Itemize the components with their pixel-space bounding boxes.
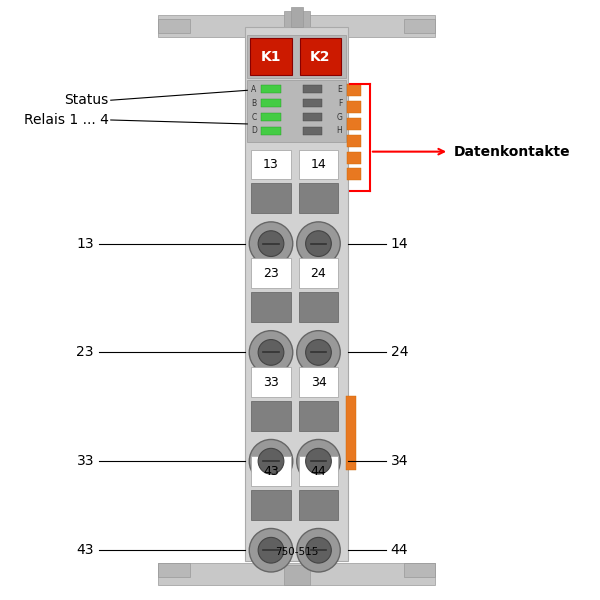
Text: 44: 44 bbox=[311, 464, 326, 478]
Bar bbox=[251, 149, 291, 179]
Bar bbox=[299, 292, 338, 322]
Circle shape bbox=[305, 448, 331, 474]
Circle shape bbox=[305, 340, 331, 365]
Text: C: C bbox=[251, 113, 256, 122]
Bar bbox=[299, 149, 338, 179]
Text: Status: Status bbox=[65, 93, 109, 107]
Bar bbox=[251, 401, 291, 431]
Bar bbox=[158, 19, 190, 33]
Bar bbox=[250, 38, 292, 76]
Bar bbox=[251, 259, 291, 288]
Text: 14: 14 bbox=[391, 236, 409, 251]
Text: 33: 33 bbox=[263, 376, 279, 389]
Bar bbox=[347, 152, 361, 164]
Bar bbox=[158, 563, 435, 585]
Text: Datenkontakte: Datenkontakte bbox=[454, 145, 571, 158]
Bar bbox=[261, 99, 281, 107]
Circle shape bbox=[249, 529, 293, 572]
Circle shape bbox=[297, 331, 340, 374]
Text: 750-515: 750-515 bbox=[275, 547, 319, 557]
Bar bbox=[404, 19, 435, 33]
Bar bbox=[251, 456, 291, 486]
Text: F: F bbox=[338, 98, 342, 107]
Bar bbox=[299, 367, 338, 397]
Bar bbox=[404, 563, 435, 577]
Text: B: B bbox=[251, 98, 256, 107]
Text: D: D bbox=[251, 127, 257, 136]
Bar bbox=[261, 127, 281, 135]
Bar bbox=[284, 565, 310, 585]
Circle shape bbox=[258, 340, 284, 365]
Bar bbox=[302, 85, 322, 93]
Bar bbox=[247, 35, 346, 79]
Bar bbox=[247, 80, 346, 142]
Bar bbox=[299, 456, 338, 486]
Circle shape bbox=[305, 231, 331, 256]
Text: E: E bbox=[337, 85, 342, 94]
Circle shape bbox=[249, 439, 293, 483]
Bar bbox=[347, 118, 361, 130]
Bar bbox=[291, 7, 302, 27]
Text: 13: 13 bbox=[76, 236, 94, 251]
Text: 23: 23 bbox=[76, 346, 94, 359]
Bar bbox=[302, 127, 322, 135]
Bar bbox=[158, 563, 190, 577]
Text: 24: 24 bbox=[391, 346, 408, 359]
Circle shape bbox=[297, 439, 340, 483]
Text: 34: 34 bbox=[391, 454, 408, 468]
Circle shape bbox=[297, 529, 340, 572]
Text: 33: 33 bbox=[76, 454, 94, 468]
Bar bbox=[299, 490, 338, 520]
Bar bbox=[245, 27, 348, 561]
Bar bbox=[261, 85, 281, 93]
Bar bbox=[299, 183, 338, 213]
Circle shape bbox=[258, 231, 284, 256]
Bar bbox=[251, 183, 291, 213]
Bar bbox=[302, 113, 322, 121]
Bar bbox=[347, 101, 361, 113]
Text: 13: 13 bbox=[263, 158, 279, 171]
Circle shape bbox=[249, 222, 293, 265]
Bar bbox=[261, 113, 281, 121]
Text: K2: K2 bbox=[310, 50, 331, 64]
Bar bbox=[251, 292, 291, 322]
Bar bbox=[302, 99, 322, 107]
Text: 24: 24 bbox=[311, 267, 326, 280]
Circle shape bbox=[297, 222, 340, 265]
Text: H: H bbox=[337, 127, 342, 136]
Bar bbox=[299, 401, 338, 431]
Text: 34: 34 bbox=[311, 376, 326, 389]
Text: G: G bbox=[337, 113, 342, 122]
Circle shape bbox=[249, 331, 293, 374]
Bar bbox=[251, 367, 291, 397]
Bar bbox=[284, 11, 310, 39]
Bar bbox=[346, 396, 356, 470]
Circle shape bbox=[258, 538, 284, 563]
Text: 23: 23 bbox=[263, 267, 279, 280]
Bar bbox=[347, 169, 361, 181]
Bar bbox=[299, 38, 341, 76]
Text: 43: 43 bbox=[76, 543, 94, 557]
Text: A: A bbox=[251, 85, 256, 94]
Bar bbox=[158, 15, 435, 37]
Bar bbox=[347, 135, 361, 146]
Bar bbox=[251, 490, 291, 520]
Text: 44: 44 bbox=[391, 543, 408, 557]
Text: K1: K1 bbox=[261, 50, 281, 64]
Bar bbox=[347, 85, 361, 96]
Text: Relais 1 ... 4: Relais 1 ... 4 bbox=[24, 113, 109, 127]
Text: 14: 14 bbox=[311, 158, 326, 171]
Bar bbox=[299, 259, 338, 288]
Circle shape bbox=[258, 448, 284, 474]
Text: 43: 43 bbox=[263, 464, 279, 478]
Circle shape bbox=[305, 538, 331, 563]
